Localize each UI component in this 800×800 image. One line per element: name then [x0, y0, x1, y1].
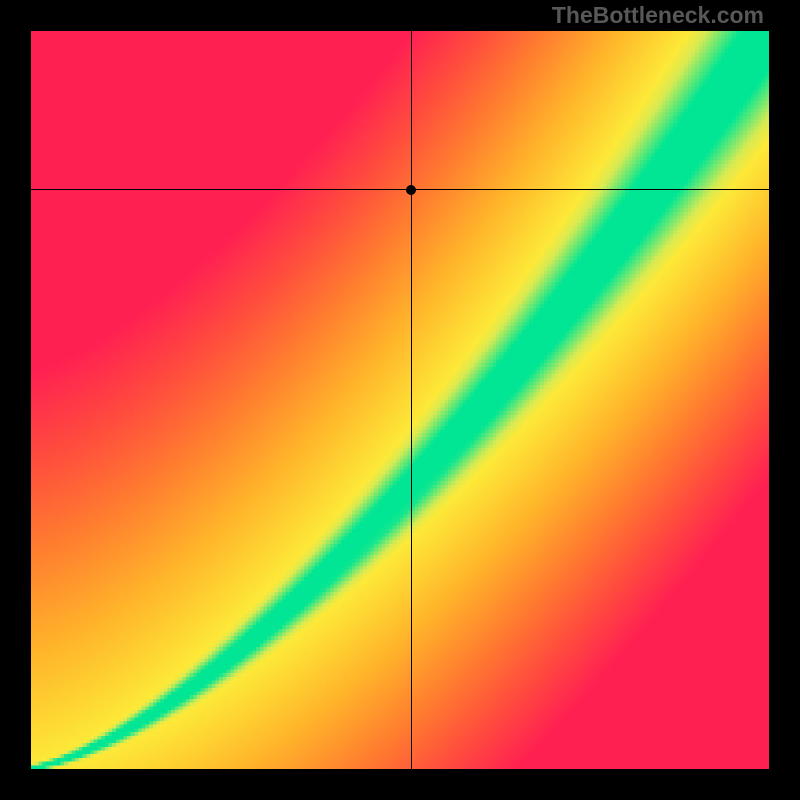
- crosshair-horizontal-line: [31, 189, 769, 190]
- crosshair-point: [406, 185, 416, 195]
- watermark-text: TheBottleneck.com: [552, 2, 764, 29]
- crosshair-vertical-line: [411, 31, 412, 769]
- bottleneck-heatmap: [31, 31, 769, 769]
- chart-container: TheBottleneck.com: [0, 0, 800, 800]
